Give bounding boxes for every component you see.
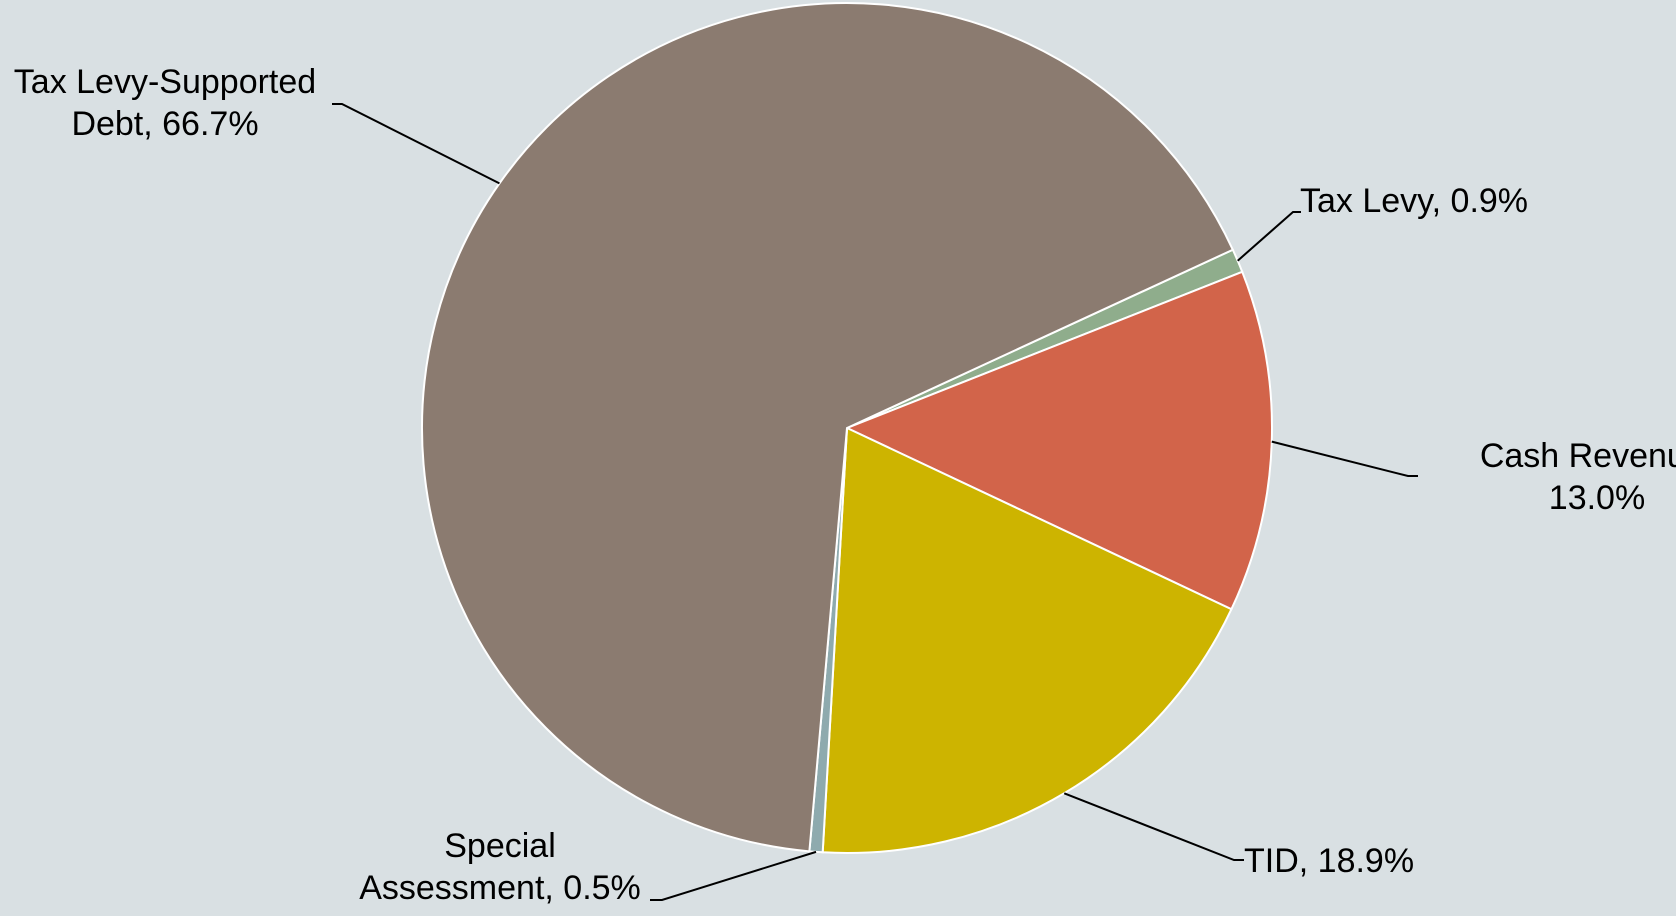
leader-line-tid	[1063, 792, 1244, 861]
data-label-tax-levy-supported-debt-line-2: Debt, 66.7%	[71, 105, 258, 143]
data-label-cash-revenue-line-2: 13.0%	[1549, 479, 1645, 517]
data-label-special-assessment-line-1: Special	[444, 827, 556, 865]
leader-line-tax-levy-supported-debt	[332, 103, 500, 185]
data-label-cash-revenue-line-1: Cash Revenue,	[1480, 437, 1676, 475]
leader-lines	[332, 103, 1418, 901]
data-label-tax-levy-supported-debt-line-1: Tax Levy-Supported	[14, 63, 316, 101]
leader-line-special-assessment	[650, 850, 817, 901]
pie-slice-cash-revenue	[844, 270, 1273, 611]
leader-line-cash-revenue	[1271, 440, 1418, 477]
leader-line-tax-levy	[1237, 211, 1301, 262]
pie-slice-tax-levy-supported-debt	[421, 2, 1235, 853]
data-label-special-assessment-line-2: Assessment, 0.5%	[359, 869, 641, 907]
data-label-tax-levy-line-1: Tax Levy, 0.9%	[1300, 182, 1528, 220]
data-label-tid-line-1: TID, 18.9%	[1244, 842, 1414, 880]
pie-slices	[421, 2, 1273, 854]
data-labels: Tax Levy, 0.9% Cash Revenue, 13.0% TID, 18.…	[14, 63, 1676, 907]
